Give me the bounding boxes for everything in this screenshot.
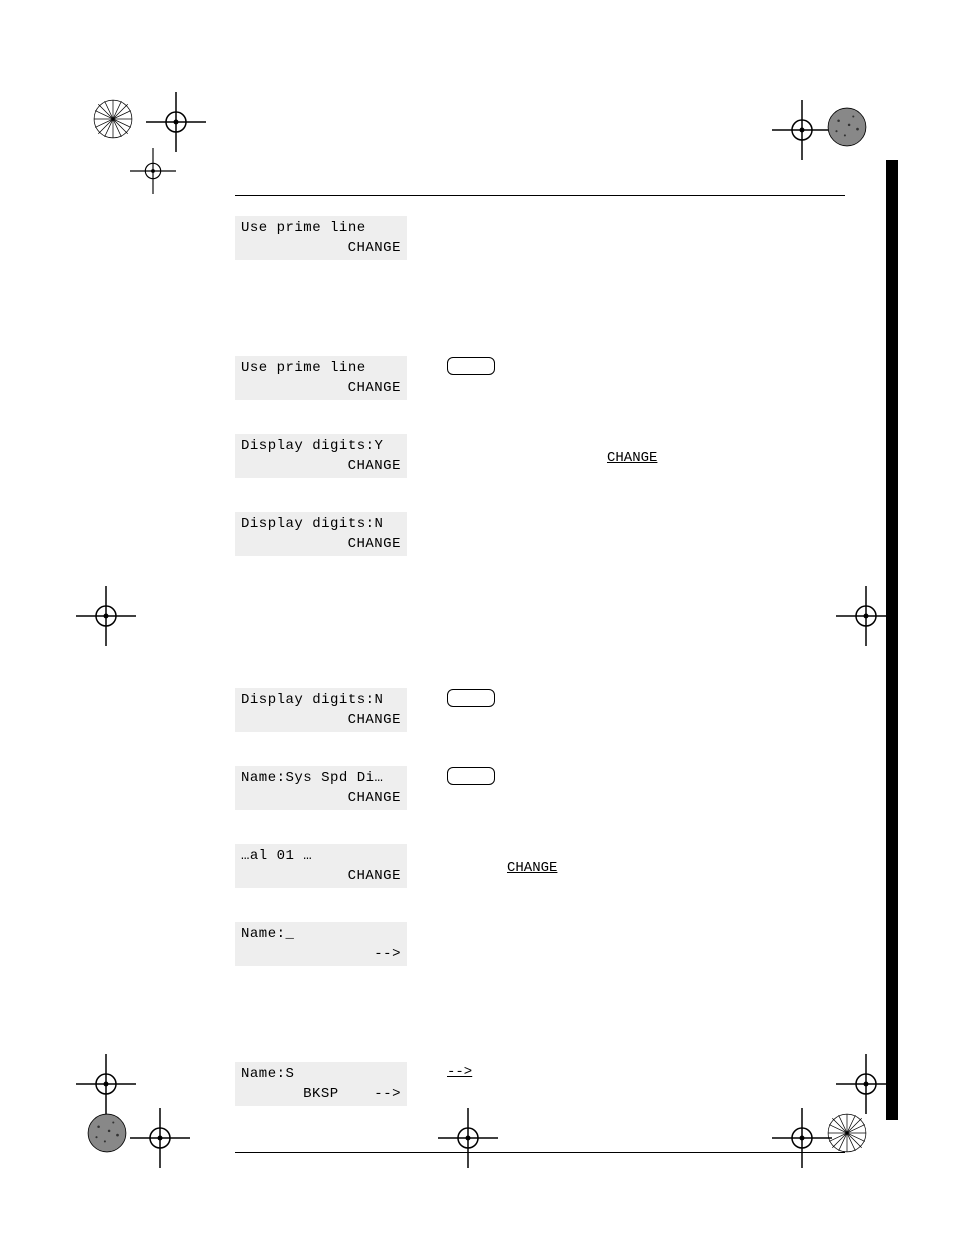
page-edge-bar [886,160,898,1120]
lcd-line1: Use prime line [241,358,401,378]
lcd-line2: CHANGE [241,710,401,730]
lcd-line1: Display digits:N [241,690,401,710]
lcd-display: Display digits:N CHANGE [235,512,407,556]
softkey-label: CHANGE [607,450,657,466]
step-desc: --> [407,1062,845,1081]
lcd-line2: BKSP --> [241,1084,401,1104]
lcd-display: Name:Sys Spd Di… CHANGE [235,766,407,810]
lcd-display: Use prime line CHANGE [235,356,407,400]
bottom-rule [235,1152,845,1153]
lcd-line1: Display digits:N [241,514,401,534]
speckle-icon [86,1112,128,1154]
regmark-icon [130,148,176,194]
page: Use prime line CHANGE Use prime line CHA… [0,0,954,1235]
lcd-display: …al 01 … CHANGE [235,844,407,888]
lcd-display: Use prime line CHANGE [235,216,407,260]
step-desc: CHANGE [407,844,845,877]
step-row: Display digits:N CHANGE [235,688,845,732]
lcd-display: Name:_ --> [235,922,407,966]
regmark-icon [772,100,832,160]
lcd-line2: CHANGE [241,534,401,554]
lcd-line2: CHANGE [241,378,401,398]
keycap-icon [447,689,495,707]
content-column: Use prime line CHANGE Use prime line CHA… [235,195,845,1153]
step-desc [407,766,845,785]
lcd-line1: Name:_ [241,924,401,944]
lcd-display: Name:S BKSP --> [235,1062,407,1106]
step-row: Name:Sys Spd Di… CHANGE [235,766,845,810]
speckle-icon [826,106,868,148]
keycap-icon [447,357,495,375]
lcd-line2: CHANGE [241,456,401,476]
step-row: Use prime line CHANGE [235,356,845,400]
lcd-line1: Name:Sys Spd Di… [241,768,401,788]
lcd-line1: Use prime line [241,218,401,238]
step-desc: CHANGE [407,434,845,467]
step-desc [407,356,845,375]
softkey-label: --> [447,1064,472,1080]
step-row: …al 01 … CHANGE CHANGE [235,844,845,888]
lcd-line2: --> [241,944,401,964]
step-row: Use prime line CHANGE [235,216,845,260]
regmark-icon [146,92,206,152]
lcd-line1: Name:S [241,1064,401,1084]
step-desc [407,688,845,707]
step-row: Display digits:N CHANGE [235,512,845,556]
lcd-line2: CHANGE [241,788,401,808]
lcd-display: Display digits:N CHANGE [235,688,407,732]
keycap-icon [447,767,495,785]
regmark-icon [76,1054,136,1114]
regmark-icon [76,586,136,646]
lcd-display: Display digits:Y CHANGE [235,434,407,478]
lcd-line2: CHANGE [241,238,401,258]
sunburst-icon [92,98,134,140]
step-row: Name:_ --> [235,922,845,966]
regmark-icon [130,1108,190,1168]
lcd-line2: CHANGE [241,866,401,886]
step-row: Name:S BKSP --> --> [235,1062,845,1106]
step-row: Display digits:Y CHANGE CHANGE [235,434,845,478]
lcd-line1: …al 01 … [241,846,401,866]
lcd-line1: Display digits:Y [241,436,401,456]
softkey-label: CHANGE [507,860,557,876]
